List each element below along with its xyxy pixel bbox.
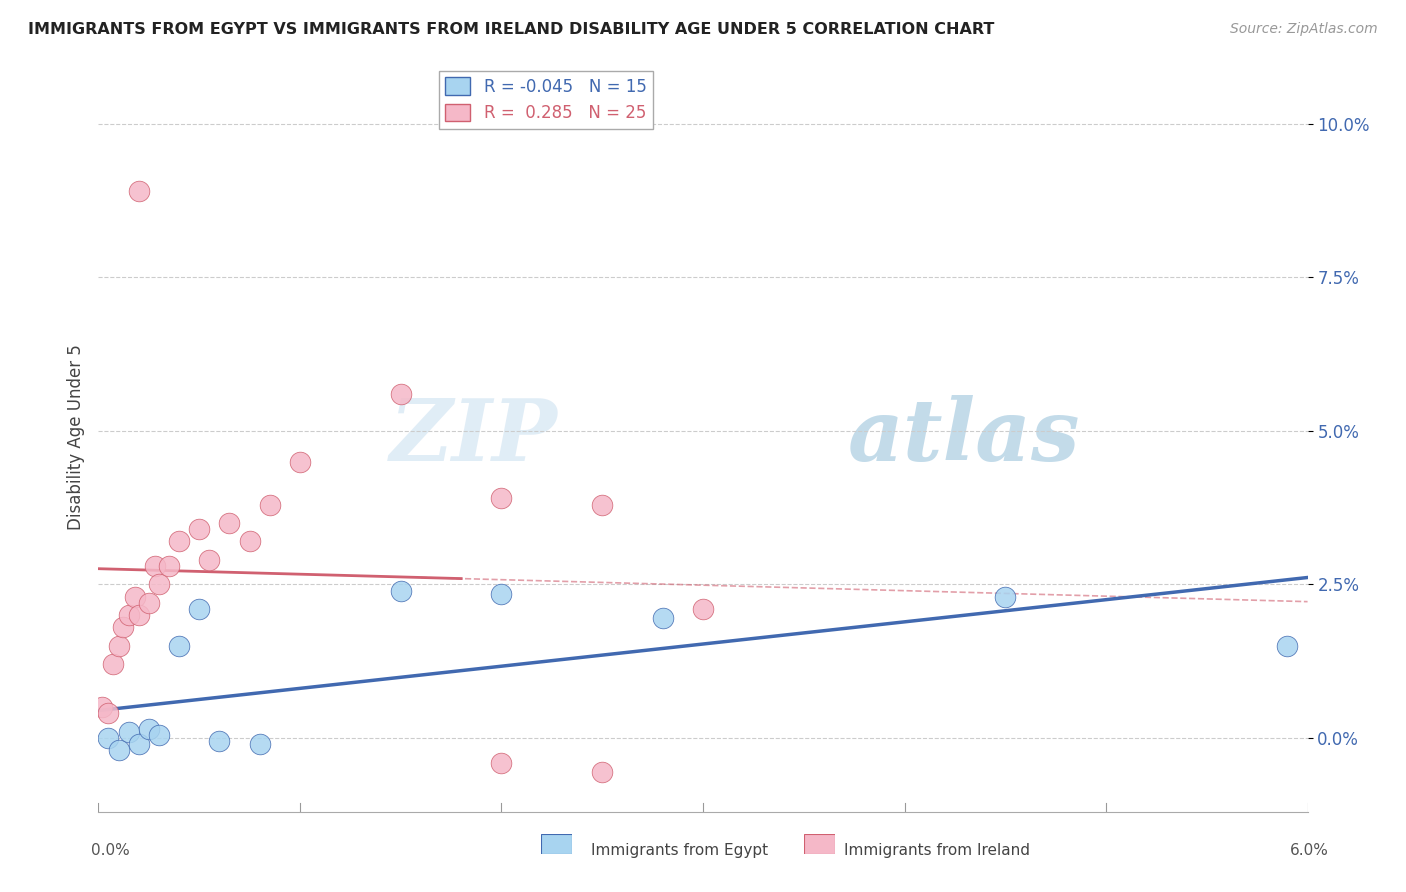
Point xyxy=(157,559,180,574)
Point xyxy=(107,743,129,757)
Point xyxy=(198,553,221,567)
Point xyxy=(143,559,166,574)
Text: 0.0%: 0.0% xyxy=(91,843,131,858)
Text: Immigrants from Egypt: Immigrants from Egypt xyxy=(591,843,768,858)
Point xyxy=(118,608,141,623)
Point xyxy=(91,700,114,714)
Y-axis label: Disability Age Under 5: Disability Age Under 5 xyxy=(66,344,84,530)
Point xyxy=(239,534,262,549)
Point xyxy=(1277,639,1299,653)
Text: IMMIGRANTS FROM EGYPT VS IMMIGRANTS FROM IRELAND DISABILITY AGE UNDER 5 CORRELAT: IMMIGRANTS FROM EGYPT VS IMMIGRANTS FROM… xyxy=(28,22,994,37)
Legend: R = -0.045   N = 15, R =  0.285   N = 25: R = -0.045 N = 15, R = 0.285 N = 25 xyxy=(439,70,652,128)
Point xyxy=(994,590,1017,604)
Point xyxy=(249,737,271,751)
Point xyxy=(288,455,311,469)
Point xyxy=(97,706,120,721)
Point xyxy=(491,756,513,770)
Text: Source: ZipAtlas.com: Source: ZipAtlas.com xyxy=(1230,22,1378,37)
Point xyxy=(651,611,673,625)
Point xyxy=(148,577,170,591)
Point xyxy=(118,724,141,739)
Point xyxy=(167,639,190,653)
Point xyxy=(591,498,613,512)
Point xyxy=(218,516,240,530)
Point xyxy=(124,590,146,604)
Point xyxy=(148,728,170,742)
Point xyxy=(128,737,150,751)
Point xyxy=(128,608,150,623)
Text: 6.0%: 6.0% xyxy=(1289,843,1329,858)
Point xyxy=(491,587,513,601)
Point xyxy=(389,583,412,598)
Point xyxy=(101,657,124,672)
Text: atlas: atlas xyxy=(848,395,1081,479)
Point xyxy=(111,620,134,634)
Point xyxy=(107,639,129,653)
Point xyxy=(208,734,231,748)
Point xyxy=(138,596,160,610)
Point xyxy=(491,491,513,506)
Point xyxy=(128,185,150,199)
Text: Immigrants from Ireland: Immigrants from Ireland xyxy=(844,843,1029,858)
Point xyxy=(692,602,714,616)
Point xyxy=(591,764,613,779)
Point xyxy=(138,722,160,736)
Point xyxy=(97,731,120,745)
Point xyxy=(259,498,281,512)
Point xyxy=(188,602,211,616)
Point xyxy=(188,522,211,536)
Point xyxy=(167,534,190,549)
Text: ZIP: ZIP xyxy=(389,395,558,479)
Point xyxy=(389,387,412,401)
